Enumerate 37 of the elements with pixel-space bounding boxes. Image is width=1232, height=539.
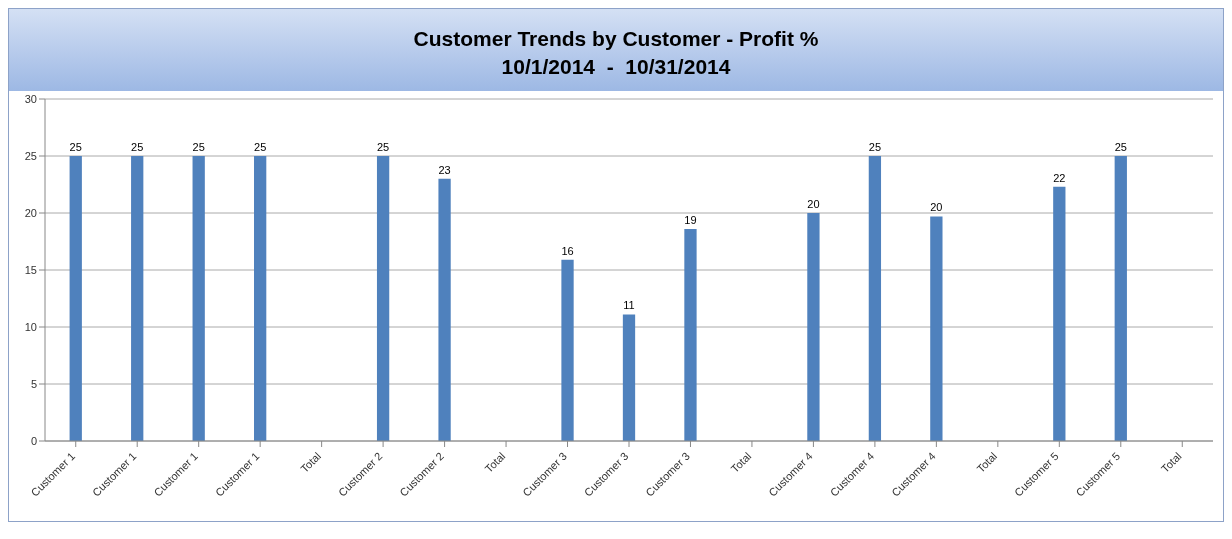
data-label: 20 [930, 201, 943, 214]
bar [807, 213, 820, 441]
bar [131, 156, 144, 441]
y-tick-label: 5 [30, 377, 37, 390]
data-label: 22 [1053, 171, 1066, 184]
bar [376, 156, 390, 441]
data-label: 25 [376, 141, 390, 153]
data-label: 25 [131, 141, 144, 153]
y-tick-label: 25 [24, 149, 37, 162]
y-tick-label: 0 [30, 434, 37, 447]
data-label: 25 [1114, 141, 1127, 153]
bar [69, 156, 82, 441]
data-label: 23 [438, 163, 451, 176]
chart-title: Customer Trends by Customer - Profit % [412, 27, 820, 51]
data-label: 19 [684, 213, 697, 226]
data-label: 25 [192, 141, 205, 153]
bar [254, 156, 267, 441]
data-label: 20 [807, 198, 820, 210]
bar [561, 259, 574, 441]
bar [438, 178, 451, 441]
bar [684, 228, 697, 441]
y-tick-label: 15 [24, 263, 37, 276]
bar [192, 156, 205, 441]
data-label: 25 [254, 141, 267, 153]
y-tick-label: 30 [24, 92, 37, 105]
data-label: 11 [623, 299, 635, 312]
data-label: 16 [561, 244, 574, 257]
data-label: 25 [69, 141, 82, 153]
bar [622, 314, 636, 441]
bar [1053, 186, 1066, 441]
bar [868, 156, 882, 441]
data-label: 25 [868, 141, 882, 153]
bar [930, 216, 943, 441]
bar [1114, 156, 1127, 441]
chart-subtitle: 10/1/2014 - 10/31/2014 [500, 55, 732, 79]
y-tick-label: 20 [24, 206, 37, 219]
y-tick-label: 10 [24, 320, 37, 333]
